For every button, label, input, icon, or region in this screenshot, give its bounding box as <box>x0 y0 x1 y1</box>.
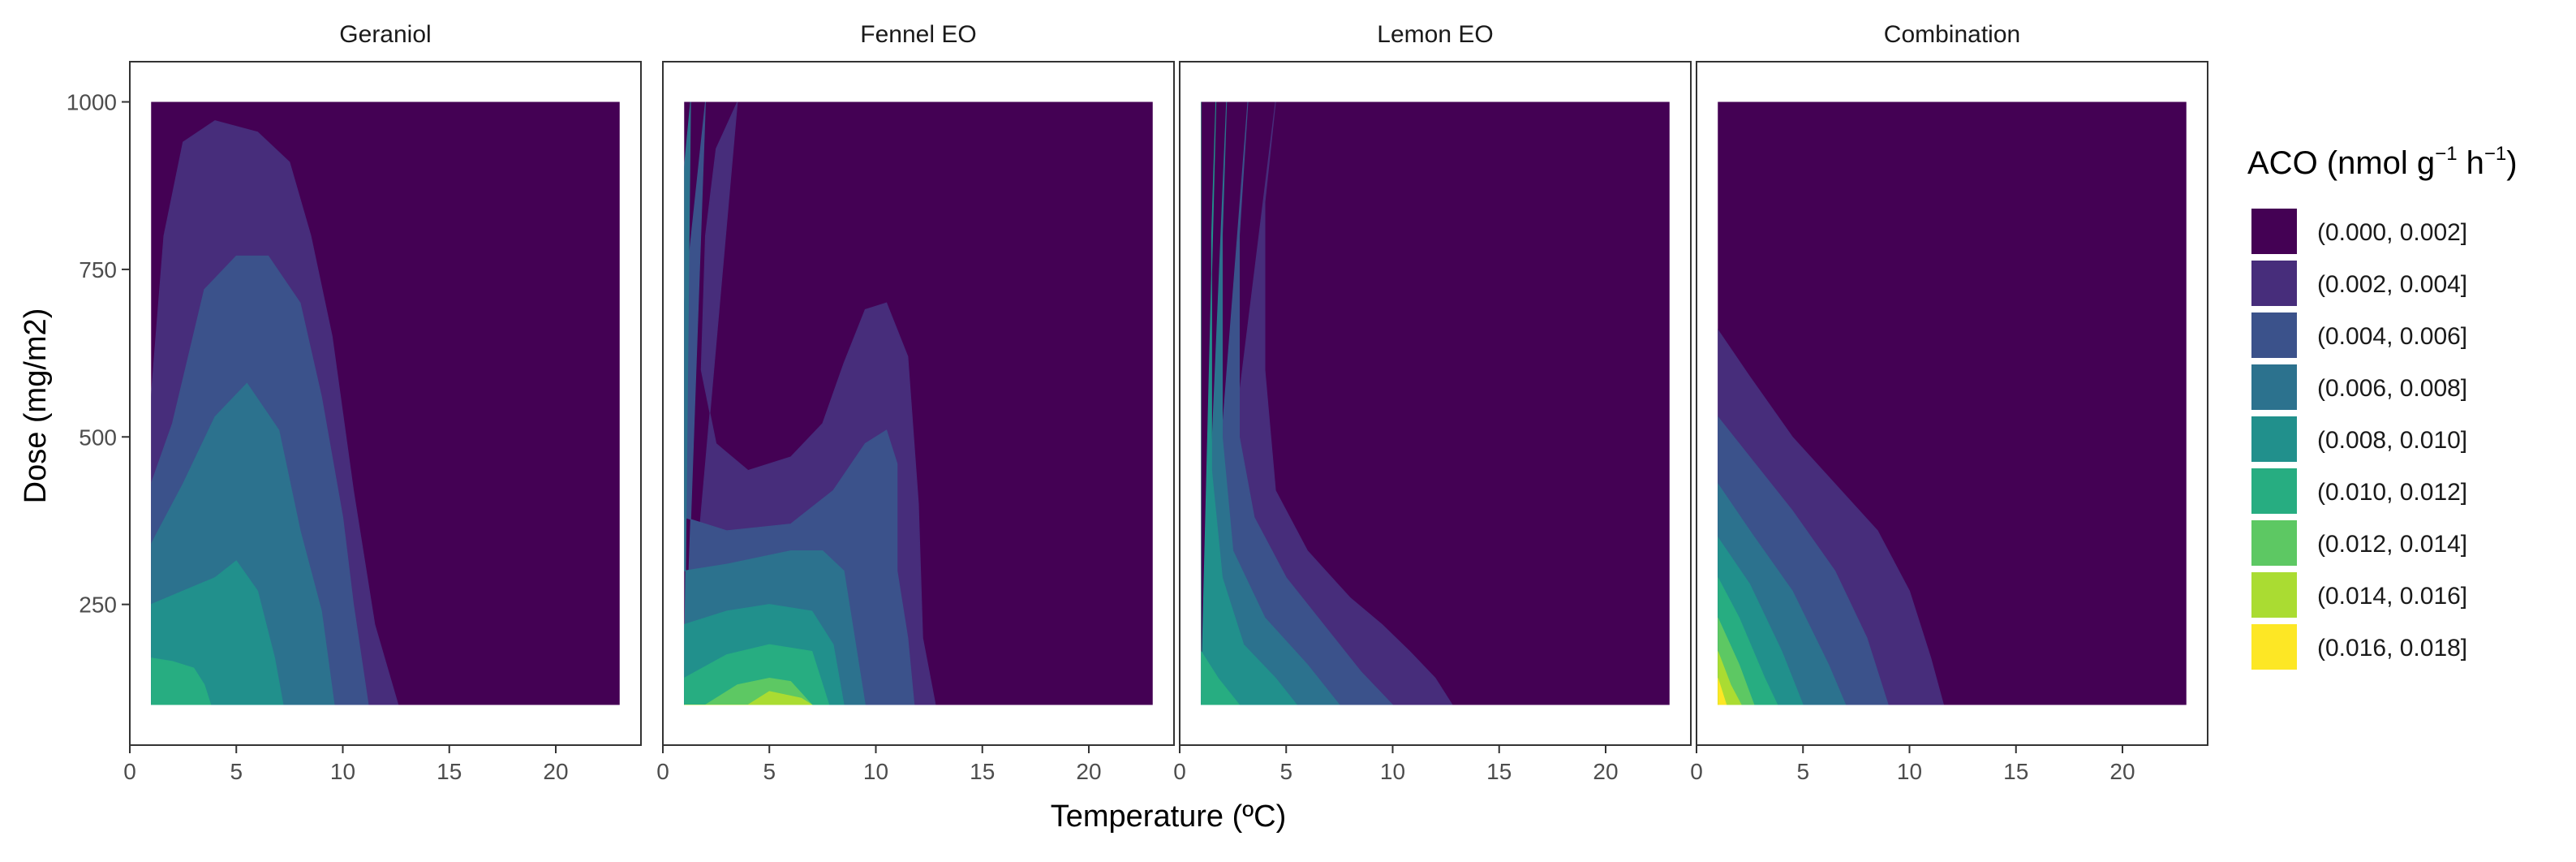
legend-item: (0.014, 0.016] <box>2250 571 2467 619</box>
x-tick-label: 0 <box>1173 759 1186 784</box>
legend: ACO (nmol g−1 h−1) (0.000, 0.002](0.002,… <box>2247 143 2518 671</box>
legend-label: (0.012, 0.014] <box>2317 531 2467 558</box>
legend-label: (0.014, 0.016] <box>2317 583 2467 610</box>
contour-level-7 <box>1718 651 1742 705</box>
contour-level-2 <box>684 101 915 705</box>
legend-item: (0.006, 0.008] <box>2250 363 2467 412</box>
facet-panel-2: Lemon EO 0 5 10 15 20 <box>1173 21 1692 784</box>
legend-item: (0.010, 0.012] <box>2250 467 2467 515</box>
x-axis-title: Temperature (ºC) <box>1051 800 1287 834</box>
legend-title-mid: h <box>2458 145 2484 181</box>
facet-panel-1: Fennel EO 0 5 10 15 20 <box>656 21 1175 784</box>
legend-item: (0.004, 0.006] <box>2250 311 2467 360</box>
x-tick-label: 5 <box>1796 759 1809 784</box>
panel-border <box>1179 61 1692 746</box>
x-tick-label: 15 <box>1486 759 1512 784</box>
panel-border <box>662 61 1175 746</box>
facet-title: Combination <box>1884 21 2020 48</box>
legend-swatch <box>2250 363 2299 412</box>
y-tick-label: 750 <box>79 257 117 282</box>
x-tick-label: 10 <box>1380 759 1405 784</box>
panel-border <box>129 61 642 746</box>
y-axis-title: Dose (mg/m2) <box>19 308 53 504</box>
x-tick-label: 15 <box>2003 759 2028 784</box>
facet-panel-0: Geraniol 0 5 10 15 20 250 500 750 1000 <box>67 21 642 784</box>
contour-level-5 <box>1201 101 1241 705</box>
legend-label: (0.002, 0.004] <box>2317 271 2467 298</box>
x-tick-label: 5 <box>763 759 776 784</box>
legend-swatch <box>2250 207 2299 256</box>
contour-levels <box>684 101 936 705</box>
contour-levels <box>1718 329 1945 705</box>
x-tick-label: 5 <box>230 759 243 784</box>
legend-item: (0.000, 0.002] <box>2250 207 2467 256</box>
legend-title: ACO (nmol g−1 h−1) <box>2247 143 2518 181</box>
x-tick-label: 20 <box>1593 759 1618 784</box>
x-tick-label: 0 <box>123 759 136 784</box>
panel-border <box>1696 61 2208 746</box>
facet-title: Geraniol <box>339 21 431 48</box>
legend-item: (0.016, 0.018] <box>2250 623 2467 671</box>
legend-swatch <box>2250 467 2299 515</box>
contour-level-3 <box>684 101 866 705</box>
y-tick-label: 500 <box>79 425 117 450</box>
legend-swatch <box>2250 623 2299 671</box>
y-tick-label: 1000 <box>67 90 117 115</box>
contour-level-5 <box>151 657 212 705</box>
x-tick-label: 10 <box>863 759 888 784</box>
x-tick-label: 15 <box>437 759 462 784</box>
contour-level-4 <box>1201 101 1298 705</box>
legend-title-sup1: −1 <box>2435 143 2457 165</box>
legend-item: (0.012, 0.014] <box>2250 519 2467 567</box>
x-tick-label: 10 <box>1897 759 1922 784</box>
contour-level-2 <box>1201 101 1394 705</box>
x-tick-label: 15 <box>970 759 995 784</box>
contour-level-8 <box>1718 678 1727 705</box>
facet-title: Lemon EO <box>1377 21 1493 48</box>
legend-label: (0.004, 0.006] <box>2317 323 2467 350</box>
x-tick-label: 20 <box>2109 759 2135 784</box>
legend-items: (0.000, 0.002] (0.002, 0.004] (0.004, 0.00… <box>2250 207 2467 671</box>
x-tick-label: 20 <box>1076 759 1101 784</box>
legend-swatch <box>2250 571 2299 619</box>
x-tick-label: 20 <box>543 759 568 784</box>
legend-swatch <box>2250 519 2299 567</box>
legend-label: (0.016, 0.018] <box>2317 635 2467 662</box>
contour-levels <box>151 120 399 705</box>
legend-item: (0.008, 0.010] <box>2250 415 2467 463</box>
legend-label: (0.010, 0.012] <box>2317 479 2467 506</box>
legend-swatch <box>2250 259 2299 308</box>
legend-title-sup2: −1 <box>2484 143 2506 165</box>
y-tick-label: 250 <box>79 593 117 618</box>
x-tick-label: 0 <box>656 759 669 784</box>
facet-title: Fennel EO <box>860 21 976 48</box>
legend-label: (0.008, 0.010] <box>2317 427 2467 454</box>
contour-level-7 <box>684 691 813 705</box>
x-tick-label: 5 <box>1279 759 1292 784</box>
x-tick-label: 10 <box>330 759 355 784</box>
contour-levels <box>1201 101 1453 705</box>
legend-title-end: ) <box>2506 145 2517 181</box>
legend-swatch <box>2250 415 2299 463</box>
legend-label: (0.000, 0.002] <box>2317 219 2467 246</box>
legend-item: (0.002, 0.004] <box>2250 259 2467 308</box>
legend-title-main: ACO (nmol g <box>2247 145 2435 181</box>
legend-label: (0.006, 0.008] <box>2317 375 2467 402</box>
x-tick-label: 0 <box>1690 759 1703 784</box>
legend-swatch <box>2250 311 2299 360</box>
facet-panel-3: Combination 0 5 10 15 20 <box>1690 21 2208 784</box>
